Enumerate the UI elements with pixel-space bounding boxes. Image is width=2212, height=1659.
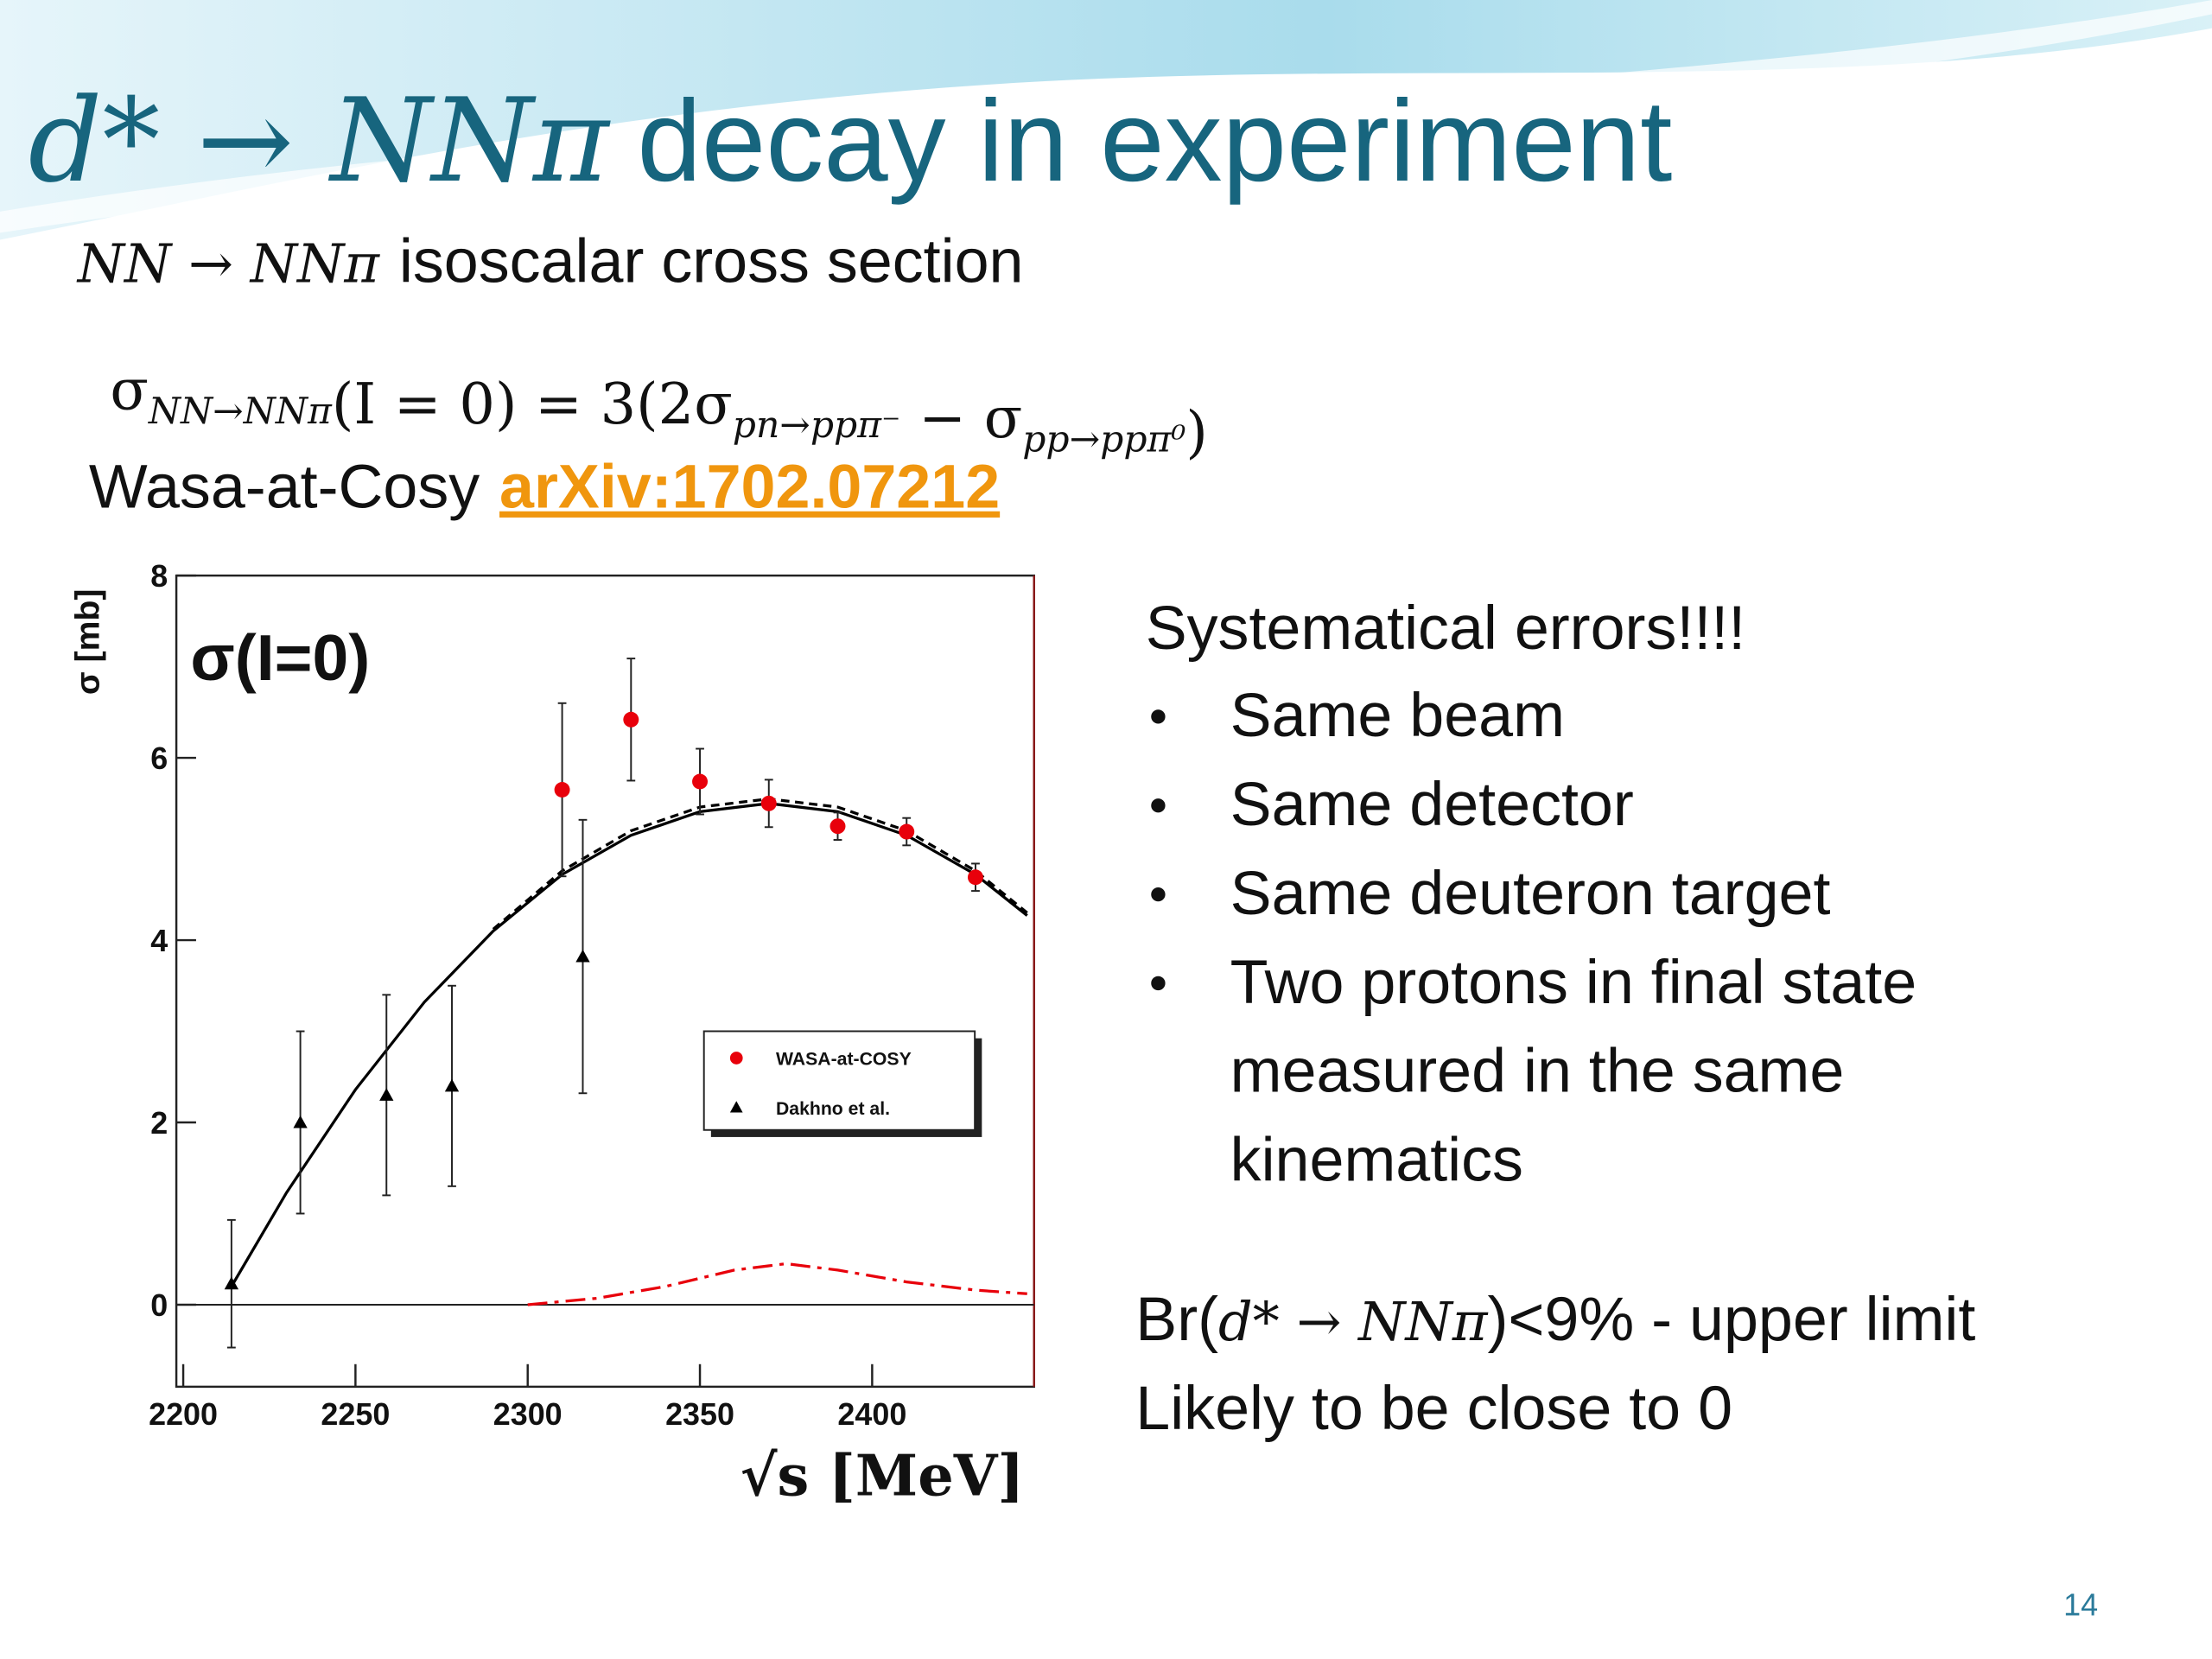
conclusion-math: d* → NNπ bbox=[1218, 1290, 1489, 1353]
source-link[interactable]: arXiv:1702.07212 bbox=[499, 453, 1000, 522]
subtitle-math: NN → NNπ bbox=[76, 232, 381, 296]
slide-title: d* → NNπ decay in experiment bbox=[29, 73, 1673, 208]
subtitle: NN → NNπ isoscalar cross section bbox=[76, 227, 1024, 296]
data-point bbox=[379, 1088, 394, 1101]
data-point bbox=[554, 782, 570, 798]
bullet-text-line: kinematics bbox=[1230, 1126, 1523, 1195]
x-tick-label: 2250 bbox=[321, 1396, 390, 1432]
legend-frame bbox=[702, 1030, 976, 1131]
data-point bbox=[967, 869, 983, 886]
y-tick-label: 4 bbox=[150, 923, 168, 958]
formula-part: ) bbox=[1185, 399, 1207, 465]
formula-subscript: pp→ppπ⁰ bbox=[1022, 418, 1185, 461]
data-point bbox=[293, 1115, 308, 1128]
conclusion-text: )<9% - upper limit bbox=[1488, 1285, 1976, 1354]
bullet-text-line: measured in the same bbox=[1230, 1037, 1845, 1106]
chart-annotation: σ(I=0) bbox=[190, 621, 370, 694]
notes-heading: Systematical errors!!!! bbox=[1146, 594, 1746, 663]
y-axis-title: σ [mb] bbox=[69, 589, 106, 696]
header-wave-highlight bbox=[0, 0, 2212, 233]
data-point bbox=[760, 795, 777, 811]
data-point bbox=[899, 823, 915, 840]
data-point bbox=[444, 1078, 460, 1092]
source: Wasa-at-Cosy arXiv:1702.07212 bbox=[89, 453, 1000, 522]
legend-label: WASA-at-COSY bbox=[776, 1050, 912, 1070]
legend-label: Dakhno et al. bbox=[776, 1099, 890, 1119]
bullet bbox=[1151, 887, 1166, 902]
formula-part: σ bbox=[110, 357, 149, 423]
bullet-text: Same beam bbox=[1230, 681, 1565, 750]
header-wave bbox=[0, 0, 2212, 240]
legend bbox=[702, 1030, 982, 1137]
x-axis-title: √s [MeV] bbox=[741, 1444, 1025, 1510]
formula-part: (I = 0) = 3(2σ bbox=[332, 372, 733, 437]
conclusion-line: Likely to be close to 0 bbox=[1135, 1374, 1732, 1443]
title-text: decay in experiment bbox=[637, 77, 1672, 206]
bullet-text: Same detector bbox=[1230, 770, 1634, 839]
bullet-text: Same deuteron target bbox=[1230, 859, 1831, 928]
x-tick-label: 2200 bbox=[149, 1396, 218, 1432]
data-point bbox=[692, 773, 709, 790]
x-tick-label: 2300 bbox=[493, 1396, 563, 1432]
x-tick-label: 2350 bbox=[665, 1396, 734, 1432]
formula-subscript: NN→NNπ bbox=[148, 391, 333, 433]
x-tick-label: 2400 bbox=[837, 1396, 906, 1432]
conclusion-line: Br(d* → NNπ)<9% - upper limit bbox=[1135, 1285, 1975, 1354]
title-math: d* → NNπ bbox=[29, 73, 611, 208]
data-point bbox=[224, 1276, 239, 1290]
formula-subscript: pn→ppπ⁻ bbox=[733, 404, 901, 447]
bullet bbox=[1151, 798, 1166, 813]
data-point bbox=[575, 949, 590, 963]
conclusion-text: Br( bbox=[1135, 1285, 1218, 1354]
curve bbox=[527, 1262, 1027, 1306]
y-tick-label: 8 bbox=[150, 558, 168, 594]
page-number: 14 bbox=[2063, 1586, 2098, 1622]
bullet bbox=[1151, 976, 1166, 991]
data-point bbox=[623, 711, 639, 728]
bullet-text: measured in the same kinematics bbox=[1230, 1037, 1845, 1195]
formula: σNN→NNπ(I = 0) = 3(2σpn→ppπ⁻ − σpp→ppπ⁰) bbox=[110, 357, 1208, 465]
y-tick-label: 0 bbox=[150, 1287, 168, 1323]
y-tick-label: 6 bbox=[150, 741, 168, 776]
source-text: Wasa-at-Cosy bbox=[89, 453, 480, 522]
legend-marker bbox=[729, 1101, 743, 1113]
y-tick-label: 2 bbox=[150, 1105, 168, 1141]
subtitle-text: isoscalar cross section bbox=[399, 227, 1024, 296]
bullet bbox=[1151, 709, 1166, 724]
legend-marker bbox=[729, 1052, 743, 1065]
bullet-text: Two protons in final state bbox=[1230, 948, 1917, 1017]
formula-part: − σ bbox=[900, 385, 1022, 451]
data-point bbox=[830, 818, 846, 835]
